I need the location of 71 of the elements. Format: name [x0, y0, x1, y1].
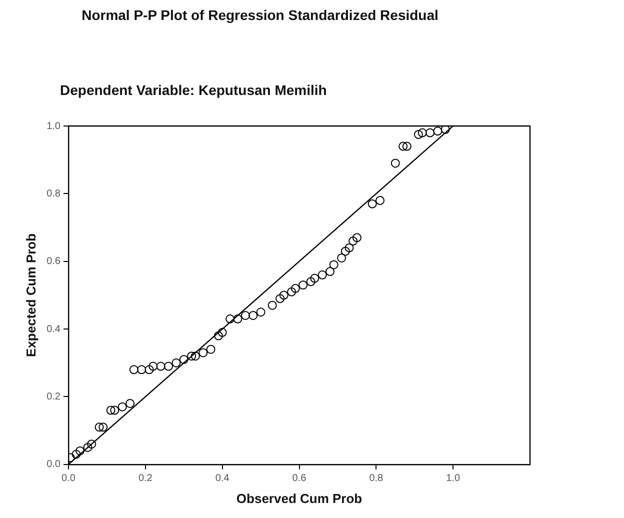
y-tick-label: 0.0	[46, 459, 61, 470]
point	[87, 440, 96, 449]
point	[276, 294, 285, 304]
point	[110, 406, 120, 415]
point	[433, 126, 442, 136]
point	[268, 300, 277, 310]
point	[368, 199, 377, 208]
point	[190, 352, 200, 361]
point	[256, 308, 266, 317]
point	[98, 422, 108, 432]
y-axis-title: Expected Cum Prob	[23, 233, 38, 357]
chart-title: Normal P-P Plot of Regression Standardized Residual	[80, 7, 440, 23]
y-tick-label: 0.8	[46, 188, 61, 200]
point	[414, 130, 423, 139]
point	[376, 196, 385, 205]
point	[148, 362, 158, 371]
point	[306, 277, 316, 286]
point	[83, 442, 92, 452]
point	[106, 406, 116, 415]
point	[426, 128, 435, 138]
point	[126, 398, 135, 408]
x-tick-label: 0.6	[292, 473, 307, 484]
x-tick-label: 0.2	[138, 473, 153, 484]
chart-subtitle: Dependent Variable: Keputusan Memilih	[60, 82, 328, 98]
point	[390, 158, 400, 168]
point	[94, 422, 104, 432]
point	[172, 358, 181, 368]
point	[337, 253, 346, 262]
x-tick-label: 0.8	[369, 473, 384, 484]
point	[156, 362, 166, 371]
point	[233, 314, 242, 324]
point	[326, 267, 335, 276]
point	[179, 354, 188, 364]
point	[144, 365, 154, 374]
x-tick-label: 1.0	[446, 473, 460, 484]
point	[218, 328, 227, 337]
point	[240, 311, 250, 320]
point	[248, 311, 258, 320]
x-tick-label: 0.0	[62, 473, 76, 484]
y-tick-label: 0.4	[46, 324, 61, 335]
point	[398, 142, 408, 151]
point	[440, 126, 450, 134]
y-tick-label: 1.0	[46, 120, 61, 132]
point	[129, 365, 138, 374]
point	[344, 243, 354, 252]
point	[298, 280, 308, 290]
point	[348, 236, 358, 246]
point	[352, 233, 362, 242]
point	[340, 246, 350, 256]
point	[206, 344, 216, 354]
point	[329, 260, 338, 270]
point	[198, 348, 208, 358]
point	[164, 362, 173, 371]
point	[290, 284, 300, 293]
point	[76, 446, 85, 456]
point	[214, 331, 223, 340]
point	[318, 270, 327, 280]
y-tick-label: 0.6	[46, 256, 61, 268]
point	[72, 450, 81, 459]
point	[137, 365, 146, 374]
point	[279, 290, 288, 300]
point	[287, 287, 296, 296]
y-tick-label: 0.2	[46, 391, 61, 402]
point	[118, 402, 127, 412]
x-tick-label: 0.4	[215, 473, 230, 484]
point	[402, 142, 412, 151]
point	[310, 274, 320, 283]
point	[187, 352, 196, 361]
x-axis-title: Observed Cum Prob	[236, 490, 362, 506]
point	[226, 314, 235, 324]
point	[418, 128, 427, 138]
